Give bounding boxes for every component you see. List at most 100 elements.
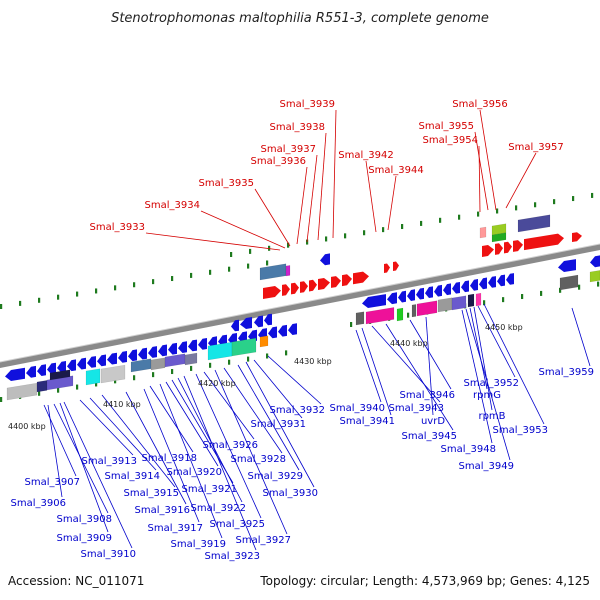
scale-tick xyxy=(401,224,404,230)
gene-arrow-reverse xyxy=(107,352,117,365)
gene-label-lower: Smal_3920 xyxy=(167,467,222,478)
feature-block xyxy=(36,380,48,393)
leader-line xyxy=(332,109,337,239)
leader-line xyxy=(474,131,489,211)
scale-tick xyxy=(420,220,423,226)
gene-label-lower: Smal_3908 xyxy=(57,514,112,525)
gene-arrow-reverse xyxy=(407,289,415,301)
gene-label-lower: Smal_3907 xyxy=(25,477,80,488)
gene-label-lower: Smal_3943 xyxy=(389,403,444,414)
gene-arrow-reverse xyxy=(452,282,460,294)
leader-line xyxy=(477,305,516,378)
map-title: Stenotrophomonas maltophilia R551-3, com… xyxy=(111,11,489,26)
gene-arrow-reverse xyxy=(148,346,157,358)
gene-arrow-forward xyxy=(353,271,369,285)
gene-arrow-reverse xyxy=(47,362,56,375)
gene-label-lower: Smal_3930 xyxy=(263,488,318,499)
scale-tick xyxy=(228,266,231,272)
gene-arrow-forward xyxy=(513,240,523,252)
scale-tick xyxy=(407,312,410,318)
gene-arrow-reverse xyxy=(320,253,330,266)
gene-label-upper: Smal_3935 xyxy=(199,178,254,189)
gene-arrow-reverse xyxy=(288,323,297,335)
scale-tick xyxy=(350,322,353,327)
gene-arrow-forward xyxy=(482,245,494,257)
gene-arrow-reverse xyxy=(479,277,487,290)
gene-label-upper: Smal_3954 xyxy=(423,135,478,146)
leader-line xyxy=(505,152,537,209)
feature-block xyxy=(184,352,198,366)
label-leader-lines xyxy=(43,109,591,551)
gene-label-lower: Smal_3919 xyxy=(171,539,226,550)
gene-arrow-reverse xyxy=(178,341,187,353)
gene-arrow-reverse xyxy=(118,351,127,363)
scale-tick xyxy=(190,272,193,278)
gene-arrow-reverse xyxy=(198,338,207,350)
leader-line xyxy=(101,394,176,488)
leader-line xyxy=(461,309,493,444)
scale-tick xyxy=(171,276,174,282)
gene-arrow-reverse xyxy=(362,294,386,308)
gene-label-lower: Smal_3915 xyxy=(124,488,179,499)
gene-arrow-reverse xyxy=(434,284,442,297)
scale-tick xyxy=(230,252,233,257)
scale-tick xyxy=(76,384,79,390)
feature-block xyxy=(491,232,507,243)
scale-tick xyxy=(209,362,212,368)
scale-tick xyxy=(247,263,250,269)
gene-arrow-forward xyxy=(495,243,503,255)
feature-block xyxy=(150,357,166,371)
feature-block xyxy=(559,274,579,291)
gene-arrow-forward xyxy=(504,241,512,254)
scale-tick xyxy=(209,269,212,275)
leader-line xyxy=(183,375,257,551)
feature-block xyxy=(411,304,417,318)
scale-tick xyxy=(133,375,136,381)
scale-tick xyxy=(496,208,499,214)
feature-block xyxy=(437,297,453,313)
feature-block xyxy=(451,295,467,311)
gene-arrow-reverse xyxy=(425,286,433,298)
feature-block xyxy=(285,265,291,277)
gene-label-lower: Smal_3948 xyxy=(441,444,496,455)
gene-arrow-reverse xyxy=(278,324,287,337)
scale-tick xyxy=(502,297,505,303)
scale-tick xyxy=(57,387,60,393)
gene-arrow-reverse xyxy=(590,255,600,268)
leader-line xyxy=(571,307,591,367)
gene-label-lower: Smal_3952 xyxy=(464,378,519,389)
gene-arrow-forward xyxy=(318,278,330,290)
feature-block xyxy=(467,293,475,308)
feature-block xyxy=(589,270,600,283)
scale-tick xyxy=(249,248,252,254)
leader-line xyxy=(177,377,243,503)
feature-block xyxy=(517,214,551,233)
feature-block xyxy=(231,337,257,357)
gene-label-upper: Smal_3955 xyxy=(419,121,474,132)
scale-tick xyxy=(285,350,288,356)
gene-arrow-reverse xyxy=(506,273,514,285)
gene-arrow-forward xyxy=(342,274,352,287)
leader-line xyxy=(473,306,493,411)
scale-tick xyxy=(171,369,174,375)
leader-line xyxy=(317,132,327,241)
scale-tick xyxy=(382,227,385,233)
leader-line xyxy=(195,373,262,519)
gene-arrow-reverse xyxy=(5,367,25,381)
genome-backbone xyxy=(0,244,600,368)
leader-line xyxy=(253,359,303,419)
gene-label-lower: Smal_3946 xyxy=(400,390,455,401)
gene-labels: Smal_3933Smal_3934Smal_3935Smal_3936Smal… xyxy=(11,99,594,562)
scale-tick xyxy=(38,390,41,396)
gene-label-lower: Smal_3927 xyxy=(236,535,291,546)
scale-label: 4450 kbp xyxy=(485,323,523,332)
scale-tick xyxy=(439,217,442,223)
scale-tick xyxy=(133,282,136,288)
scale-tick xyxy=(534,202,537,208)
leader-line xyxy=(223,367,283,454)
leader-line xyxy=(143,388,200,523)
leader-line xyxy=(200,210,286,249)
scale-label: 4420 kbp xyxy=(198,379,236,388)
gene-arrow-reverse xyxy=(497,274,505,287)
gene-label-lower: Smal_3923 xyxy=(205,551,260,562)
